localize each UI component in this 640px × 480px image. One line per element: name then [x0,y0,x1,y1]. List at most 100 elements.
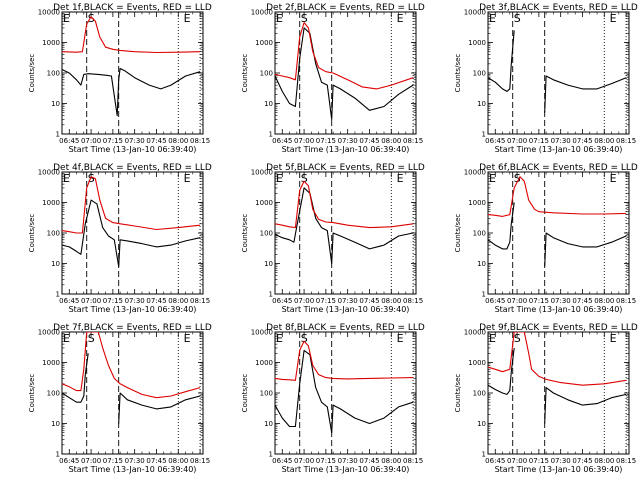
marker-label-e: E [397,332,404,345]
marker-label-e: E [276,12,283,25]
x-axis-label: Start Time (13-Jan-10 06:39:40) [495,465,623,474]
y-tick-label: 1 [482,131,486,139]
marker-label-s: S [301,12,308,25]
marker-label-s: S [88,12,95,25]
y-tick-label: 1 [56,451,60,459]
series-line-events [544,387,627,424]
series-line-events [275,349,414,434]
y-tick-label: 1000 [255,199,273,207]
series-line-events [488,202,515,250]
marker-label-s: S [88,172,95,185]
y-tick-label: 10000 [38,329,60,337]
y-tick-label: 10 [477,260,486,268]
series-line-events [275,187,414,265]
y-tick-label: 1 [482,451,486,459]
x-axis-label: Start Time (13-Jan-10 06:39:40) [69,305,197,314]
marker-label-e: E [184,332,191,345]
marker-label-s: S [514,332,521,345]
detector-panel-3: Det 3f,BLACK = Events, RED = LLD 1 10 100 10… [454,3,638,154]
x-tick-label: 07:30 [338,457,358,465]
x-tick-label: 07:00 [507,297,527,305]
x-tick-label: 07:00 [507,457,527,465]
y-tick-label: 1 [269,291,273,299]
x-axis-label: Start Time (13-Jan-10 06:39:40) [282,145,410,154]
series-line-lld [488,176,627,217]
detector-panel-4: Det 4f,BLACK = Events, RED = LLD 1 10 100 10… [28,163,212,314]
y-tick-label: 1000 [42,359,60,367]
x-tick-label: 07:30 [338,297,358,305]
y-tick-label: 100 [260,230,273,238]
y-tick-label: 1000 [42,39,60,47]
x-tick-label: 06:45 [485,137,505,145]
y-tick-label: 10000 [464,169,486,177]
marker-label-s: S [301,172,308,185]
series-line-lld [275,22,414,90]
detector-panel-8: Det 8f,BLACK = Events, RED = LLD 1 10 100 10… [241,323,425,474]
plot-frame [274,331,417,455]
plot-frame [487,331,630,455]
y-axis-label: Counts/sec [241,54,249,93]
y-tick-label: 100 [473,230,486,238]
panel-title: Det 3f,BLACK = Events, RED = LLD [479,3,638,13]
plot-frame [487,171,630,295]
marker-label-s: S [514,12,521,25]
series-line-events [275,27,414,120]
x-tick-label: 06:45 [485,457,505,465]
y-axis-label: Counts/sec [241,374,249,413]
y-axis-label: Counts/sec [454,54,462,93]
series-line-events [118,392,201,424]
panel-title: Det 6f,BLACK = Events, RED = LLD [479,163,638,173]
y-axis-label: Counts/sec [28,374,36,413]
x-tick-label: 06:45 [59,457,79,465]
x-tick-label: 08:00 [381,457,401,465]
x-tick-label: 08:00 [168,137,188,145]
marker-label-e: E [63,332,70,345]
y-tick-label: 10000 [251,329,273,337]
y-tick-label: 10 [477,100,486,108]
x-tick-label: 07:30 [551,457,571,465]
series-line-lld [275,340,414,381]
y-tick-label: 1000 [468,199,486,207]
x-tick-label: 08:00 [381,137,401,145]
x-tick-label: 07:30 [551,137,571,145]
x-tick-label: 08:15 [403,457,423,465]
y-tick-label: 10 [264,260,273,268]
x-tick-label: 08:15 [616,297,636,305]
x-tick-label: 08:15 [190,137,210,145]
marker-label-e: E [610,12,617,25]
series-line-events [544,232,627,267]
y-tick-label: 100 [473,390,486,398]
marker-label-s: S [88,332,95,345]
y-tick-label: 10 [51,420,60,428]
x-tick-label: 07:45 [359,457,379,465]
panel-title: Det 7f,BLACK = Events, RED = LLD [53,323,212,333]
x-tick-label: 07:45 [146,137,166,145]
y-tick-label: 10000 [38,9,60,17]
x-axis-label: Start Time (13-Jan-10 06:39:40) [282,465,410,474]
marker-label-e: E [276,332,283,345]
y-tick-label: 10 [477,420,486,428]
plot-frame [61,171,204,295]
x-tick-label: 07:30 [338,137,358,145]
x-tick-label: 07:15 [529,457,549,465]
marker-label-e: E [489,12,496,25]
y-tick-label: 1000 [255,359,273,367]
y-tick-label: 10 [51,260,60,268]
x-tick-label: 06:45 [485,297,505,305]
x-tick-label: 06:45 [272,137,292,145]
x-tick-label: 07:15 [103,297,123,305]
y-tick-label: 100 [47,230,60,238]
series-line-lld [488,332,627,386]
marker-label-e: E [397,172,404,185]
x-tick-label: 08:00 [594,457,614,465]
detector-panel-6: Det 6f,BLACK = Events, RED = LLD 1 10 100 10… [454,163,638,314]
x-tick-label: 07:30 [551,297,571,305]
x-axis-label: Start Time (13-Jan-10 06:39:40) [495,305,623,314]
y-axis-label: Counts/sec [454,214,462,253]
x-axis-label: Start Time (13-Jan-10 06:39:40) [282,305,410,314]
detector-panel-7: Det 7f,BLACK = Events, RED = LLD 1 10 100 10… [28,323,212,474]
x-tick-label: 08:15 [403,297,423,305]
panel-title: Det 2f,BLACK = Events, RED = LLD [266,3,425,13]
x-tick-label: 07:00 [507,137,527,145]
